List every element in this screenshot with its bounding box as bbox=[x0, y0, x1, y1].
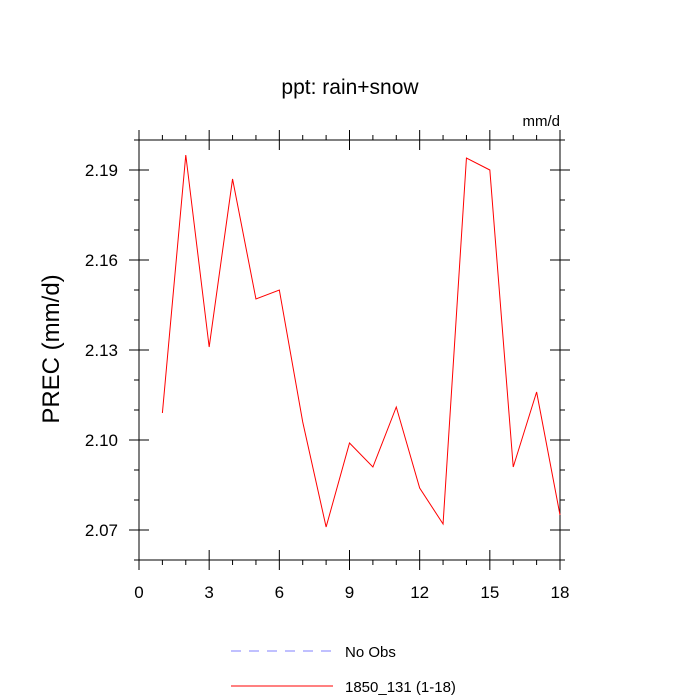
x-tick-label: 6 bbox=[275, 583, 284, 602]
x-tick-label: 9 bbox=[345, 583, 354, 602]
x-tick-label: 15 bbox=[480, 583, 499, 602]
y-tick-label: 2.07 bbox=[85, 521, 118, 540]
legend-label: 1850_131 (1-18) bbox=[345, 679, 456, 696]
axis-ticks bbox=[129, 130, 570, 570]
units-label: mm/d bbox=[523, 113, 561, 130]
y-tick-label: 2.19 bbox=[85, 161, 118, 180]
x-tick-label: 18 bbox=[551, 583, 570, 602]
series-layer bbox=[161, 154, 561, 528]
legend: No Obs 1850_131 (1-18) bbox=[231, 644, 456, 696]
legend-label: No Obs bbox=[345, 644, 396, 661]
y-axis-label: PREC (mm/d) bbox=[38, 274, 65, 423]
series-line bbox=[161, 154, 561, 528]
chart-title: ppt: rain+snow bbox=[281, 76, 419, 99]
x-tick-label: 12 bbox=[410, 583, 429, 602]
y-tick-label: 2.16 bbox=[85, 251, 118, 270]
y-tick-label: 2.13 bbox=[85, 341, 118, 360]
plot-frame bbox=[138, 139, 561, 561]
tick-labels: 0 3 6 9 12 15 18 2.07 2.10 2.13 2.16 2.19 bbox=[85, 161, 570, 602]
x-tick-label: 0 bbox=[134, 583, 143, 602]
y-tick-label: 2.10 bbox=[85, 431, 118, 450]
x-tick-label: 3 bbox=[204, 583, 213, 602]
